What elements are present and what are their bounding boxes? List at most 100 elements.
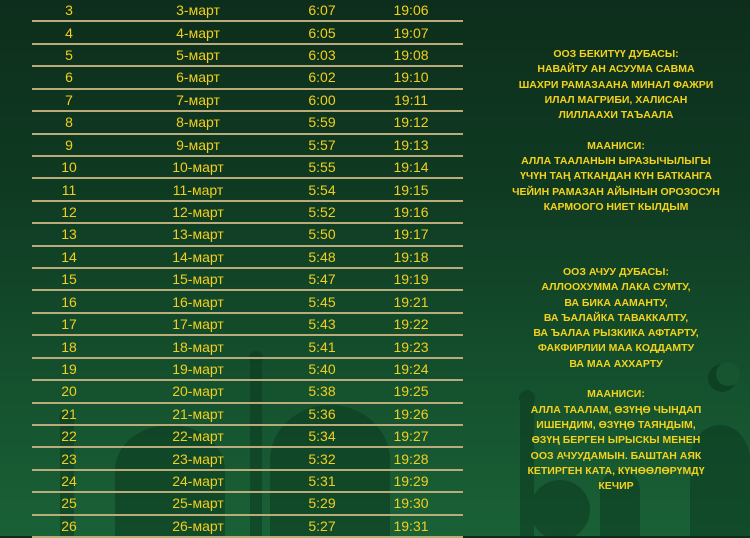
day-number: 6 — [65, 69, 73, 86]
suhoor-time: 5:47 — [308, 271, 336, 288]
day-number: 22 — [61, 428, 77, 445]
table-row: 10 10-март 5:55 19:14 — [32, 157, 463, 180]
dua-line: ФАКФИРЛИИ МАА КОДДАМТУ — [537, 342, 695, 355]
day-number: 4 — [65, 24, 73, 41]
dua-line: КАРМООГО НИЕТ КЫЛДЫМ — [543, 200, 689, 213]
table-row: 25 25-март 5:29 19:30 — [32, 493, 463, 516]
suhoor-time: 5:41 — [308, 338, 336, 355]
iftar-time: 19:19 — [393, 271, 429, 288]
date: 15-март — [172, 271, 224, 288]
date: 10-март — [172, 159, 224, 176]
dua-line: НАВАЙТУ АН АСУУМА САВМА — [537, 63, 695, 76]
iftar-time: 19:10 — [393, 69, 429, 86]
day-number: 5 — [65, 47, 73, 64]
date: 12-март — [172, 204, 224, 220]
iftar-time: 19:12 — [393, 114, 429, 131]
table-row: 23 23-март 5:32 19:28 — [32, 448, 463, 471]
day-number: 11 — [61, 181, 77, 198]
iftar-dua-text: ООЗ АЧУУ ДУБАСЫ: АЛЛООХУММА ЛАКА СУМТУ, ВА… — [500, 265, 732, 494]
dua-line: ҮЧҮН ТАҢ АТКАНДАН КҮН БАТКАНГА — [520, 170, 712, 183]
table-row: 9 9-март 5:57 19:13 — [32, 135, 463, 157]
day-number: 3 — [65, 2, 73, 19]
table-row: 16 16-март 5:45 19:21 — [32, 291, 463, 314]
table-row: 12 12-март 5:52 19:16 — [32, 202, 463, 225]
date: 9-март — [176, 136, 220, 153]
suhoor-time: 5:48 — [308, 248, 336, 265]
iftar-time: 19:26 — [393, 405, 429, 422]
table-row: 17 17-март 5:43 19:22 — [32, 314, 463, 337]
iftar-time: 19:07 — [393, 24, 429, 41]
date: 4-март — [176, 24, 220, 41]
day-number: 8 — [65, 114, 73, 131]
suhoor-time: 5:43 — [308, 316, 336, 333]
iftar-time: 19:27 — [393, 428, 429, 445]
dua-line: ВА МАА АХХАРТУ — [569, 357, 663, 370]
table-row: 21 21-март 5:36 19:26 — [32, 404, 463, 427]
iftar-time: 19:16 — [393, 204, 429, 220]
suhoor-time: 6:02 — [308, 69, 336, 86]
day-number: 16 — [61, 293, 77, 310]
iftar-time: 19:30 — [393, 495, 429, 512]
dua-line: АЛЛА ТААЛАНЫН ЫРАЗЫЧЫЛЫГЫ — [521, 155, 711, 168]
date: 26-март — [172, 517, 224, 534]
day-number: 12 — [61, 204, 77, 220]
date: 13-март — [172, 226, 224, 243]
dua-line: ӨЗҮҢ БЕРГЕН ЫРЫСКЫ МЕНЕН — [531, 434, 701, 447]
date: 20-март — [172, 383, 224, 400]
date: 25-март — [172, 495, 224, 512]
dua-line — [500, 123, 732, 138]
iftar-time: 19:22 — [393, 316, 429, 333]
dua-line: МААНИСИ: — [587, 388, 645, 401]
table-row: 5 5-март 6:03 19:08 — [32, 45, 463, 68]
dua-line: ЧЕЙИН РАМАЗАН АЙЫНЫН ОРОЗОСУН — [512, 185, 720, 198]
iftar-time: 19:17 — [393, 226, 429, 243]
iftar-time: 19:14 — [393, 159, 429, 176]
day-number: 19 — [61, 360, 77, 377]
table-row: 14 14-март 5:48 19:18 — [32, 247, 463, 270]
table-row: 3 3-март 6:07 19:06 — [32, 0, 463, 23]
date: 22-март — [172, 428, 224, 445]
date: 7-март — [176, 91, 220, 108]
suhoor-time: 5:59 — [308, 114, 336, 131]
suhoor-time: 5:52 — [308, 204, 336, 220]
iftar-time: 19:28 — [393, 450, 429, 467]
iftar-time: 19:08 — [393, 47, 429, 64]
day-number: 21 — [61, 405, 77, 422]
suhoor-time: 6:05 — [308, 24, 336, 41]
suhoor-time: 5:32 — [308, 450, 336, 467]
dua-line: ООЗ АЧУУ ДУБАСЫ: — [563, 266, 669, 278]
date: 11-март — [172, 181, 224, 198]
dua-line: ВА ЪАЛАА РЫЗКИКА АФТАРТУ, — [533, 327, 699, 340]
iftar-time: 19:18 — [393, 248, 429, 265]
suhoor-time: 6:00 — [308, 91, 336, 108]
day-number: 14 — [61, 248, 77, 265]
date: 21-март — [172, 405, 224, 422]
day-number: 17 — [61, 316, 77, 333]
table-row: 4 4-март 6:05 19:07 — [32, 22, 463, 45]
date: 8-март — [176, 114, 220, 131]
table-row: 22 22-март 5:34 19:27 — [32, 426, 463, 449]
dua-line: ООЗ АЧУУДАМЫН. БАШТАН АЯК — [530, 449, 702, 462]
day-number: 7 — [65, 91, 73, 108]
iftar-time: 19:06 — [393, 2, 429, 19]
table-row: 20 20-март 5:38 19:25 — [32, 381, 463, 404]
dua-line: ВА ЪАЛАЙКА ТАВАККАЛТУ, — [543, 311, 689, 324]
day-number: 15 — [61, 271, 77, 288]
suhoor-time: 5:29 — [308, 495, 336, 512]
dua-line: ИЛАЛ МАГРИБИ, ХАЛИСАН — [544, 93, 688, 106]
table-row: 6 6-март 6:02 19:10 — [32, 67, 463, 90]
crescent-moon-icon — [708, 362, 740, 392]
iftar-time: 19:29 — [393, 473, 429, 490]
iftar-time: 19:11 — [394, 91, 428, 108]
dua-line: ЛИЛЛААХИ ТАЪААЛА — [558, 109, 674, 122]
date: 6-март — [176, 69, 220, 86]
table-row: 24 24-март 5:31 19:29 — [32, 471, 463, 494]
suhoor-time: 5:45 — [308, 293, 336, 310]
dua-line: МААНИСИ: — [587, 139, 645, 152]
day-number: 10 — [61, 159, 77, 176]
day-number: 20 — [61, 383, 77, 400]
suhoor-time: 5:55 — [308, 159, 336, 176]
dua-line: АЛЛООХУММА ЛАКА СУМТУ, — [541, 281, 691, 294]
iftar-time: 19:13 — [393, 136, 429, 153]
suhoor-time: 5:27 — [308, 517, 336, 534]
